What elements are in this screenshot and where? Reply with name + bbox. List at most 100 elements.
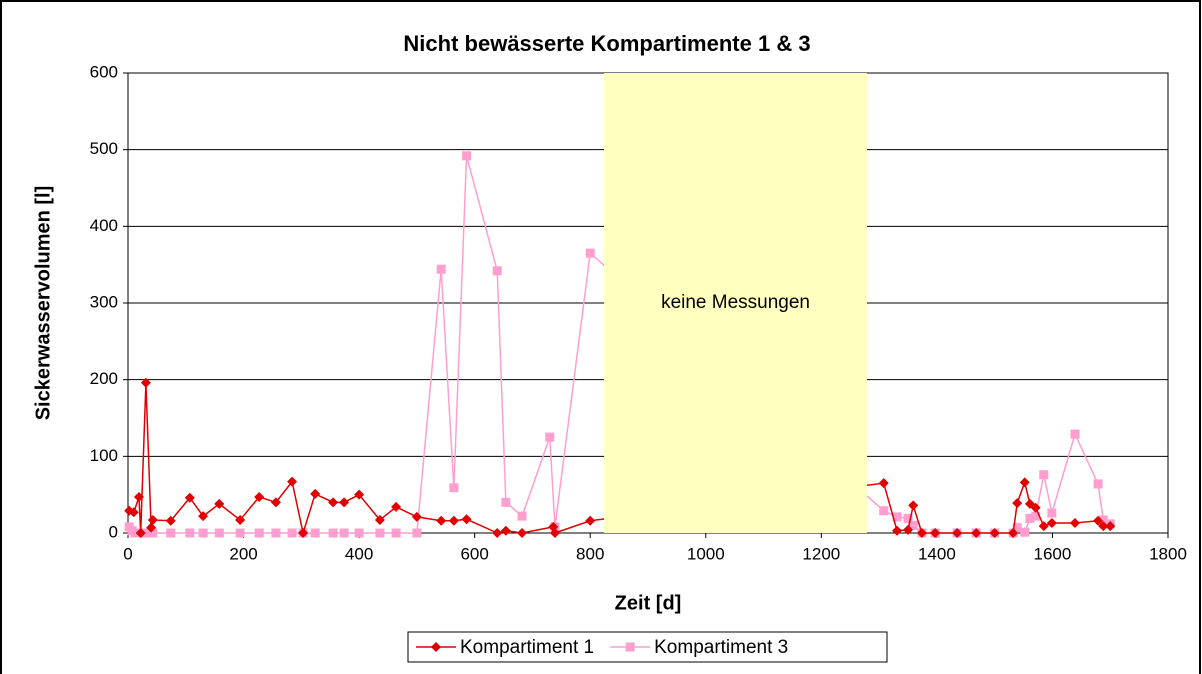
data-point bbox=[411, 511, 422, 522]
data-point bbox=[374, 514, 385, 525]
data-point bbox=[971, 528, 982, 538]
data-point bbox=[492, 266, 502, 276]
data-point bbox=[310, 488, 321, 499]
data-point bbox=[287, 476, 298, 487]
data-point bbox=[130, 528, 140, 538]
data-point bbox=[501, 497, 511, 507]
data-point bbox=[141, 528, 151, 538]
y-tick-label: 500 bbox=[90, 139, 118, 158]
chart-title: Nicht bewässerte Kompartimente 1 & 3 bbox=[403, 31, 810, 56]
data-point bbox=[1070, 429, 1080, 439]
data-point bbox=[1020, 527, 1030, 537]
data-point bbox=[549, 528, 560, 538]
data-point bbox=[989, 528, 1000, 538]
data-point bbox=[903, 524, 913, 535]
y-axis-title: Sickerwasservolumen [l] bbox=[32, 186, 54, 421]
data-point bbox=[354, 528, 364, 538]
data-point bbox=[908, 520, 918, 530]
data-point bbox=[1093, 479, 1103, 489]
data-point bbox=[1031, 511, 1041, 521]
x-axis-title: Zeit [d] bbox=[615, 592, 682, 614]
data-point bbox=[952, 528, 963, 538]
data-point bbox=[916, 528, 927, 538]
data-point bbox=[1093, 515, 1104, 526]
x-tick-label: 1000 bbox=[687, 544, 725, 563]
data-point bbox=[436, 515, 447, 526]
data-point bbox=[128, 507, 139, 518]
data-point bbox=[1030, 502, 1041, 513]
data-point bbox=[461, 514, 472, 525]
data-point bbox=[1019, 477, 1030, 488]
data-point bbox=[184, 492, 195, 503]
data-point bbox=[930, 528, 941, 538]
data-point bbox=[431, 642, 441, 652]
data-point bbox=[1038, 521, 1049, 532]
shaded-region bbox=[604, 73, 867, 533]
data-point bbox=[135, 528, 146, 538]
x-tick-label: 1800 bbox=[1149, 544, 1187, 563]
data-point bbox=[214, 498, 225, 509]
legend: Kompartiment 1 Kompartiment 3 bbox=[407, 631, 888, 663]
data-point bbox=[449, 483, 459, 493]
data-point bbox=[198, 511, 209, 522]
data-point bbox=[166, 528, 176, 538]
x-tick-label: 400 bbox=[345, 544, 373, 563]
legend-label: Kompartiment 1 bbox=[460, 637, 594, 658]
data-point bbox=[1012, 523, 1022, 533]
data-point bbox=[436, 264, 446, 274]
data-point bbox=[625, 642, 635, 652]
data-point bbox=[908, 500, 919, 511]
data-point bbox=[147, 514, 158, 525]
data-point bbox=[235, 514, 246, 525]
data-point bbox=[133, 491, 144, 502]
data-point bbox=[375, 528, 385, 538]
data-point bbox=[165, 515, 176, 526]
data-point bbox=[1098, 515, 1108, 525]
data-point bbox=[148, 528, 158, 538]
data-point bbox=[270, 497, 281, 508]
series-line bbox=[128, 382, 1111, 536]
data-point bbox=[254, 528, 264, 538]
data-point bbox=[1039, 470, 1049, 480]
data-point bbox=[140, 377, 151, 388]
data-point bbox=[879, 506, 889, 516]
data-point bbox=[892, 525, 903, 536]
x-tick-label: 1600 bbox=[1034, 544, 1072, 563]
data-point bbox=[892, 512, 902, 522]
data-point bbox=[310, 528, 320, 538]
data-point bbox=[1069, 518, 1080, 529]
data-point bbox=[328, 528, 338, 538]
data-point bbox=[339, 497, 350, 508]
data-point bbox=[214, 528, 224, 538]
y-tick-label: 600 bbox=[90, 62, 118, 81]
data-point bbox=[585, 515, 596, 526]
data-point bbox=[585, 248, 595, 258]
data-point bbox=[1025, 513, 1035, 523]
data-point bbox=[339, 528, 349, 538]
data-point bbox=[198, 528, 208, 538]
data-point bbox=[391, 501, 402, 512]
data-point bbox=[492, 528, 503, 538]
legend-label: Kompartiment 3 bbox=[654, 637, 788, 658]
data-point bbox=[185, 528, 195, 538]
data-point bbox=[271, 528, 281, 538]
data-point bbox=[354, 489, 365, 500]
data-point bbox=[878, 478, 889, 489]
region-label: keine Messungen bbox=[661, 292, 810, 313]
x-tick-label: 800 bbox=[576, 544, 604, 563]
data-point bbox=[412, 528, 422, 538]
data-point bbox=[1105, 521, 1116, 532]
data-point bbox=[1047, 508, 1057, 518]
data-point bbox=[462, 151, 472, 161]
data-point bbox=[1098, 521, 1109, 532]
data-point bbox=[1008, 528, 1019, 538]
data-point bbox=[328, 497, 339, 508]
x-tick-label: 1200 bbox=[802, 544, 840, 563]
y-tick-label: 0 bbox=[109, 522, 118, 541]
data-point bbox=[235, 528, 245, 538]
data-point bbox=[1046, 518, 1057, 529]
x-tick-label: 200 bbox=[229, 544, 257, 563]
x-tick-label: 1400 bbox=[918, 544, 956, 563]
x-tick-label: 600 bbox=[460, 544, 488, 563]
